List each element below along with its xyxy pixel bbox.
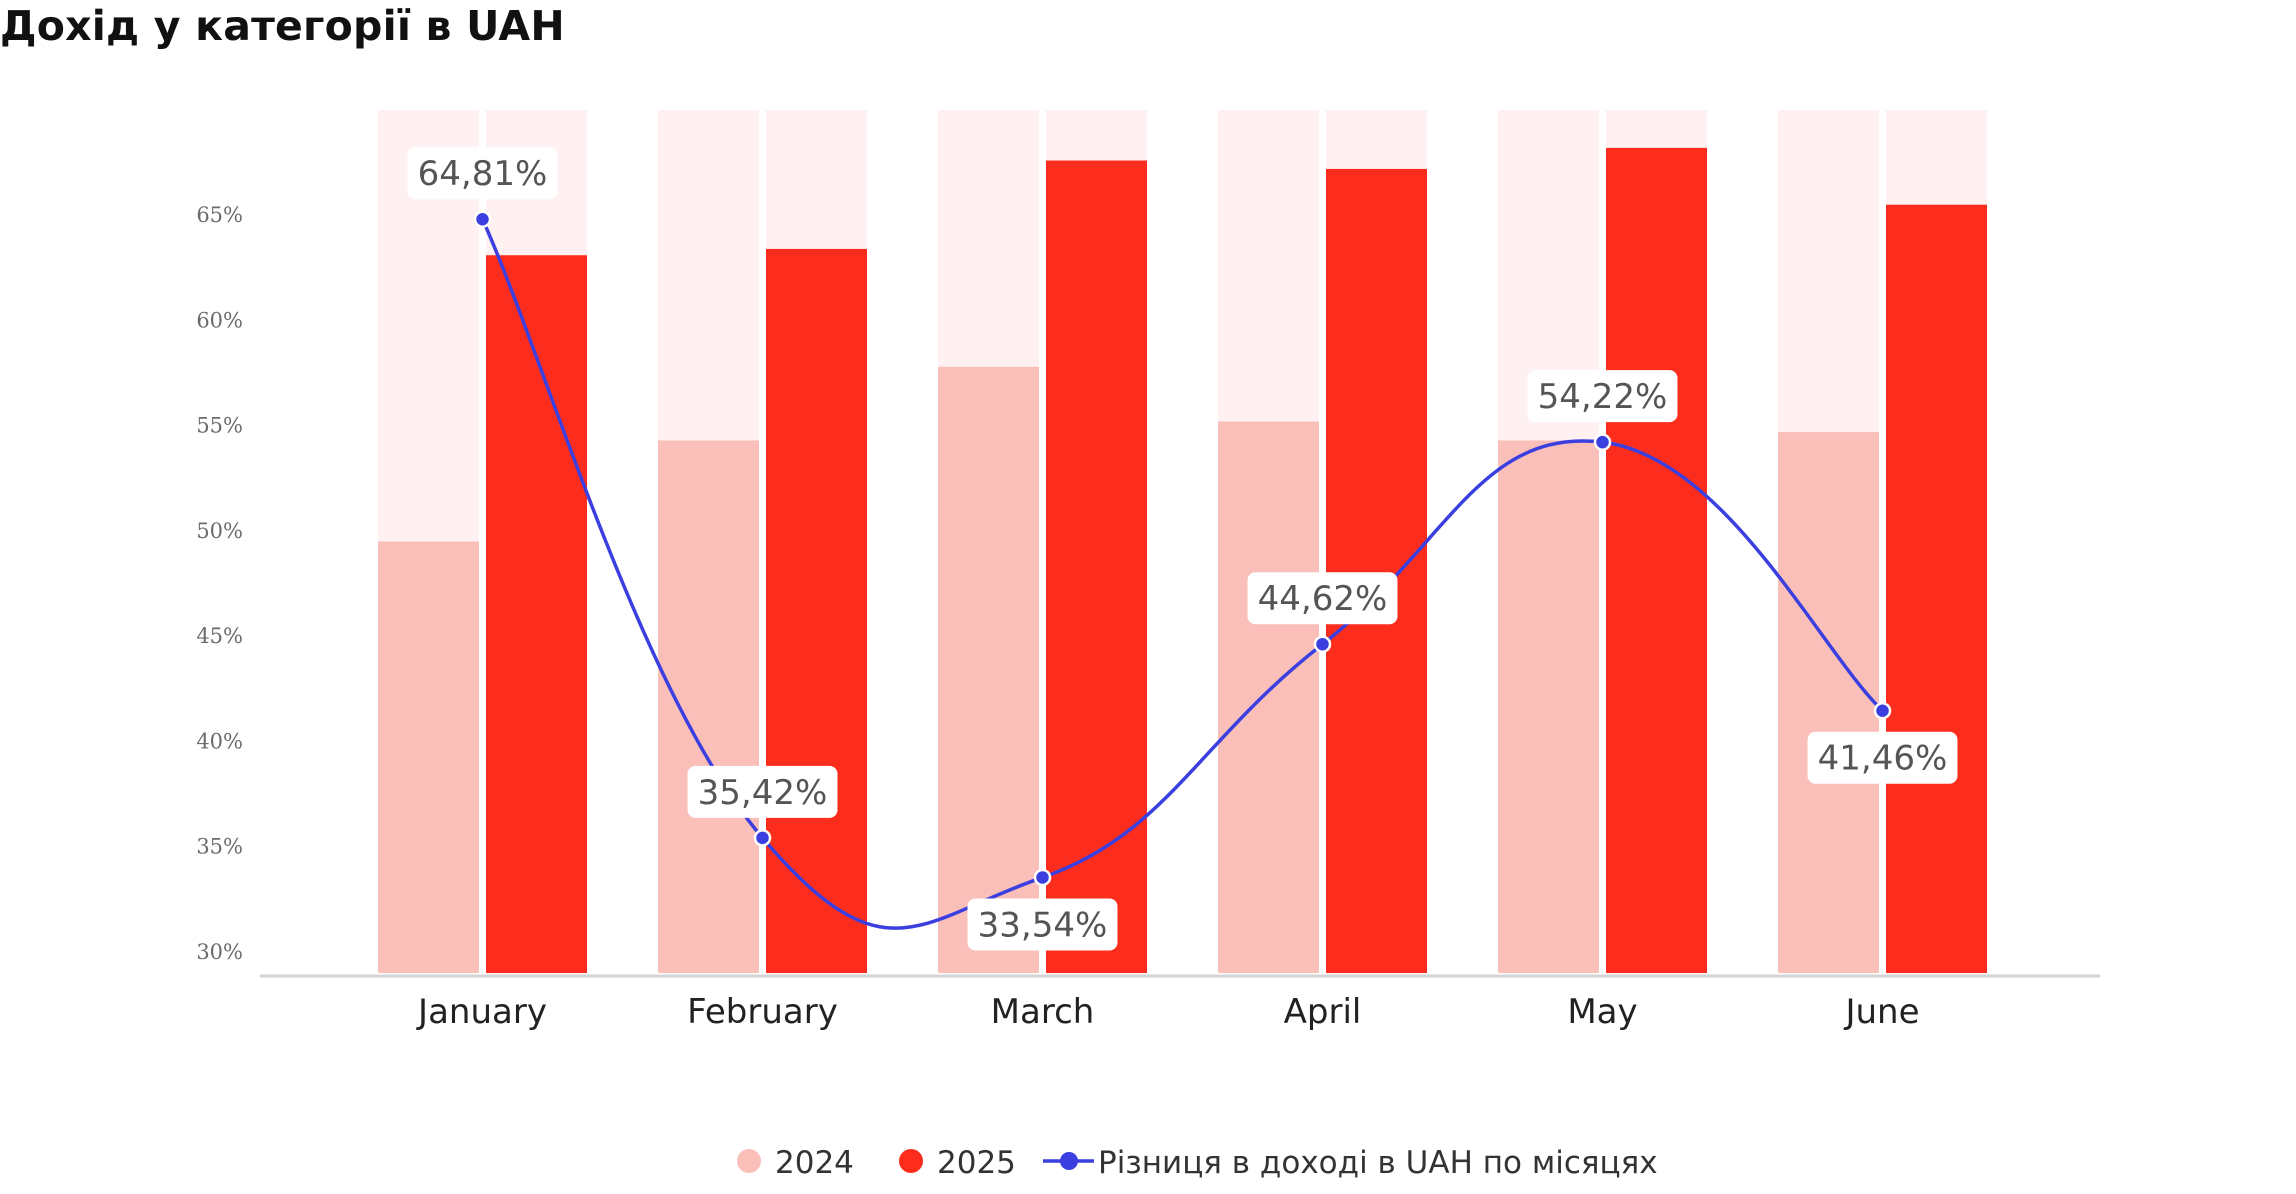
axes: January February March April May June 30% 35% 40… bbox=[196, 203, 2100, 1032]
bars bbox=[378, 147, 1987, 974]
y-tick-label: 35% bbox=[196, 835, 243, 859]
legend: 2024 2025 Різниця в доході в UAH по місяця… bbox=[737, 1145, 1658, 1181]
data-label-text: 35,42% bbox=[698, 773, 828, 813]
y-tick-label: 30% bbox=[196, 940, 243, 964]
difference-line-path bbox=[480, 218, 1884, 930]
x-tick-label: May bbox=[1567, 992, 1637, 1032]
difference-point bbox=[753, 829, 772, 847]
legend-marker-2025 bbox=[899, 1149, 923, 1173]
difference-point bbox=[1593, 433, 1612, 451]
x-tick-label: January bbox=[416, 992, 547, 1032]
y-tick-label: 65% bbox=[196, 203, 243, 227]
y-tick-label: 55% bbox=[196, 414, 243, 438]
difference-point bbox=[1873, 701, 1892, 720]
data-label-box bbox=[407, 147, 558, 200]
x-tick-label: February bbox=[687, 992, 838, 1032]
data-label-text: 54,22% bbox=[1538, 377, 1668, 417]
data-label-box bbox=[1807, 731, 1958, 784]
legend-line-dot bbox=[1060, 1152, 1078, 1170]
bar-2024 bbox=[1218, 421, 1319, 973]
chart-title: Дохід у категорії в UAH bbox=[0, 2, 565, 50]
data-labels: 64,81% 35,42% 33,54% 44,62% 54,22% 41,46% bbox=[407, 147, 1958, 951]
data-label-box bbox=[1247, 572, 1398, 625]
legend-label-2025: 2025 bbox=[937, 1145, 1016, 1181]
x-tick-label: June bbox=[1843, 992, 1919, 1032]
bar-2025 bbox=[1046, 160, 1147, 973]
bar-2024 bbox=[378, 541, 479, 973]
data-label-text: 44,62% bbox=[1258, 579, 1388, 619]
bar-2024 bbox=[938, 366, 1039, 973]
data-label-text: 33,54% bbox=[978, 905, 1108, 945]
data-label-box bbox=[687, 765, 838, 818]
bar-2024 bbox=[1498, 440, 1599, 974]
data-label: 35,42% bbox=[687, 765, 838, 818]
data-label: 33,54% bbox=[967, 898, 1118, 951]
x-tick-label: April bbox=[1284, 992, 1362, 1032]
bar-2025 bbox=[1326, 168, 1427, 973]
data-label-text: 64,81% bbox=[418, 154, 548, 194]
legend-label-2024: 2024 bbox=[775, 1145, 854, 1181]
y-tick-label: 50% bbox=[196, 519, 243, 543]
bar-2025 bbox=[1606, 147, 1707, 973]
data-label: 41,46% bbox=[1807, 731, 1958, 784]
data-label-box bbox=[1527, 370, 1678, 423]
column-backgrounds bbox=[378, 110, 1987, 973]
data-label-box bbox=[967, 898, 1118, 951]
legend-marker-2024 bbox=[737, 1149, 761, 1173]
difference-point bbox=[473, 210, 492, 228]
y-tick-label: 40% bbox=[196, 729, 243, 753]
data-label: 54,22% bbox=[1527, 370, 1678, 423]
legend-label-difference: Різниця в доході в UAH по місяцях bbox=[1098, 1145, 1658, 1181]
y-tick-label: 45% bbox=[196, 624, 243, 648]
difference-point bbox=[1033, 868, 1052, 887]
difference-point bbox=[1313, 635, 1332, 653]
data-label: 44,62% bbox=[1247, 572, 1398, 625]
difference-line bbox=[473, 210, 1892, 930]
bar-2025 bbox=[1886, 204, 1987, 974]
bar-2024 bbox=[1778, 432, 1879, 973]
bar-2025 bbox=[766, 248, 867, 974]
data-label: 64,81% bbox=[407, 147, 558, 200]
x-tick-label: March bbox=[991, 992, 1095, 1032]
bar-2024 bbox=[658, 440, 759, 974]
bar-2025 bbox=[486, 255, 587, 974]
y-tick-label: 60% bbox=[196, 308, 243, 332]
data-label-text: 41,46% bbox=[1818, 739, 1948, 779]
